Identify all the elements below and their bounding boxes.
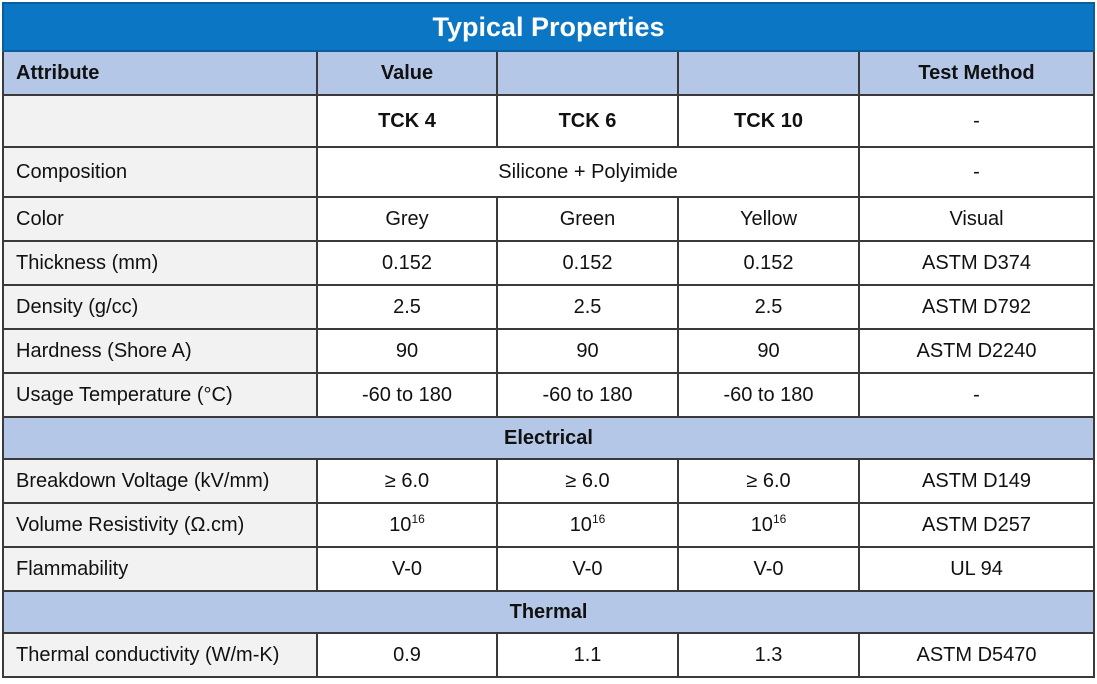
- cell-value: V-0: [677, 546, 860, 592]
- cell-value: 0.152: [496, 240, 679, 286]
- grade-tck6: TCK 6: [496, 94, 679, 148]
- cell-value: -60 to 180: [677, 372, 860, 418]
- table-row-thickness: Thickness (mm) 0.152 0.152 0.152 ASTM D3…: [2, 240, 1096, 286]
- cell-value: Yellow: [677, 196, 860, 242]
- cell-value: ≥ 6.0: [677, 458, 860, 504]
- header-row: Attribute Value Test Method: [2, 50, 1096, 96]
- row-label: Density (g/cc): [2, 284, 318, 330]
- header-value-blank-3: [677, 50, 860, 96]
- row-label: Hardness (Shore A): [2, 328, 318, 374]
- cell-value: 1016: [677, 502, 860, 548]
- row-label: Thermal conductivity (W/m-K): [2, 632, 318, 678]
- cell-value: -60 to 180: [496, 372, 679, 418]
- resistivity-exponent: 16: [591, 511, 606, 526]
- cell-value: V-0: [496, 546, 679, 592]
- section-electrical: Electrical: [1, 416, 1096, 460]
- cell-value: 0.152: [316, 240, 498, 286]
- resistivity-exponent: 16: [411, 511, 425, 526]
- cell-value: -60 to 180: [316, 372, 498, 418]
- header-value-blank-2: [496, 50, 679, 96]
- cell-value: 0.9: [316, 632, 498, 678]
- cell-value: 1.1: [496, 632, 679, 678]
- grade-test-method: -: [857, 94, 1096, 148]
- row-label: Flammability: [2, 546, 318, 592]
- title-row: Typical Properties: [1, 2, 1096, 52]
- table-row-color: Color Grey Green Yellow Visual: [2, 196, 1096, 242]
- cell-value: 2.5: [496, 284, 679, 330]
- cell-value: 2.5: [677, 284, 860, 330]
- row-label: Thickness (mm): [2, 240, 318, 286]
- cell-value: ≥ 6.0: [316, 458, 498, 504]
- section-thermal: Thermal: [1, 590, 1096, 634]
- cell-value: 0.152: [677, 240, 860, 286]
- cell-method: ASTM D149: [857, 458, 1096, 504]
- grade-row: TCK 4 TCK 6 TCK 10 -: [2, 94, 1096, 148]
- table-row-usage-temperature: Usage Temperature (°C) -60 to 180 -60 to…: [2, 372, 1096, 418]
- cell-value: 90: [496, 328, 679, 374]
- composition-method: -: [857, 146, 1096, 198]
- cell-value: 2.5: [316, 284, 498, 330]
- resistivity-base: 10: [750, 513, 773, 536]
- row-label: Volume Resistivity (Ω.cm): [2, 502, 318, 548]
- cell-method: ASTM D792: [857, 284, 1096, 330]
- cell-value: 90: [677, 328, 860, 374]
- section-title-thermal: Thermal: [1, 590, 1096, 634]
- cell-value: V-0: [316, 546, 498, 592]
- header-attribute: Attribute: [2, 50, 318, 96]
- composition-label: Composition: [2, 146, 318, 198]
- row-label: Usage Temperature (°C): [2, 372, 318, 418]
- composition-value: Silicone + Polyimide: [316, 146, 860, 198]
- table-row-breakdown-voltage: Breakdown Voltage (kV/mm) ≥ 6.0 ≥ 6.0 ≥ …: [2, 458, 1096, 504]
- table-row-flammability: Flammability V-0 V-0 V-0 UL 94: [2, 546, 1096, 592]
- cell-value: Grey: [316, 196, 498, 242]
- resistivity-base: 10: [569, 513, 592, 536]
- grade-tck10: TCK 10: [677, 94, 860, 148]
- cell-method: -: [857, 372, 1096, 418]
- resistivity-exponent: 16: [772, 511, 787, 526]
- cell-method: ASTM D257: [857, 502, 1096, 548]
- cell-value: 1016: [316, 502, 498, 548]
- row-label: Color: [2, 196, 318, 242]
- grade-row-label-cell: [2, 94, 318, 148]
- resistivity-base: 10: [389, 513, 412, 536]
- cell-method: ASTM D5470: [857, 632, 1096, 678]
- table-row-density: Density (g/cc) 2.5 2.5 2.5 ASTM D792: [2, 284, 1096, 330]
- header-test-method: Test Method: [857, 50, 1096, 96]
- table-title: Typical Properties: [1, 2, 1096, 52]
- cell-method: Visual: [857, 196, 1096, 242]
- cell-method: UL 94: [857, 546, 1096, 592]
- cell-method: ASTM D374: [857, 240, 1096, 286]
- grade-tck4: TCK 4: [316, 94, 498, 148]
- cell-value: 1.3: [677, 632, 860, 678]
- cell-value: ≥ 6.0: [496, 458, 679, 504]
- table-row-volume-resistivity: Volume Resistivity (Ω.cm) 1016 1016 1016…: [2, 502, 1096, 548]
- cell-value: 90: [316, 328, 498, 374]
- table-row-hardness: Hardness (Shore A) 90 90 90 ASTM D2240: [2, 328, 1096, 374]
- cell-value: Green: [496, 196, 679, 242]
- row-label: Breakdown Voltage (kV/mm): [2, 458, 318, 504]
- cell-method: ASTM D2240: [857, 328, 1096, 374]
- cell-value: 1016: [496, 502, 679, 548]
- composition-row: Composition Silicone + Polyimide -: [2, 146, 1096, 198]
- table-row-thermal-conductivity: Thermal conductivity (W/m-K) 0.9 1.1 1.3…: [2, 632, 1096, 678]
- section-title-electrical: Electrical: [1, 416, 1096, 460]
- header-value: Value: [316, 50, 498, 96]
